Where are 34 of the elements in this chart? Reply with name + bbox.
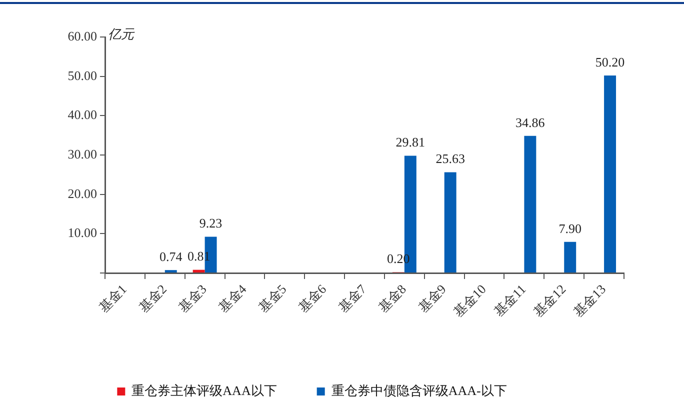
data-label: 25.63 — [436, 151, 465, 166]
data-label: 29.81 — [396, 134, 426, 150]
bar — [604, 76, 616, 272]
x-tick-label: 基金10 — [450, 281, 489, 320]
bar — [564, 242, 576, 272]
data-label: 34.86 — [516, 114, 546, 130]
x-tick-label: 基金12 — [530, 281, 569, 320]
y-tick-label: 50.00 — [68, 68, 97, 83]
x-tick-label: 基金8 — [375, 281, 409, 316]
x-tick-label: 基金1 — [96, 281, 130, 316]
x-tick-label: 基金2 — [136, 281, 170, 316]
x-tick-label: 基金4 — [216, 281, 250, 316]
y-tick-label: 40.00 — [68, 107, 97, 122]
x-tick-label: 基金6 — [296, 281, 330, 316]
legend-label: 重仓券主体评级AAA以下 — [132, 382, 277, 398]
bar — [524, 136, 536, 272]
bar — [192, 270, 205, 272]
y-axis-title: 亿元 — [108, 26, 135, 42]
bar — [444, 172, 456, 272]
y-tick-label: 30.00 — [68, 146, 97, 162]
x-tick-label: 基金13 — [570, 281, 609, 320]
x-tick-label: 基金11 — [490, 281, 529, 320]
data-label: 7.90 — [558, 220, 582, 236]
x-tick-label: 基金5 — [256, 281, 290, 316]
y-tick-label: 10.00 — [68, 225, 97, 240]
data-label: 0.74 — [160, 249, 183, 264]
x-tick-label: 基金9 — [415, 281, 449, 316]
y-tick-label: 20.00 — [68, 186, 97, 201]
legend-label: 重仓券中债隐含评级AAA-以下 — [331, 382, 507, 398]
x-tick-label: 基金7 — [335, 281, 370, 316]
data-label: 9.23 — [199, 216, 222, 231]
data-label: 50.20 — [595, 54, 625, 70]
y-tick-label: 60.00 — [68, 28, 97, 44]
x-tick-label: 基金3 — [176, 281, 210, 316]
